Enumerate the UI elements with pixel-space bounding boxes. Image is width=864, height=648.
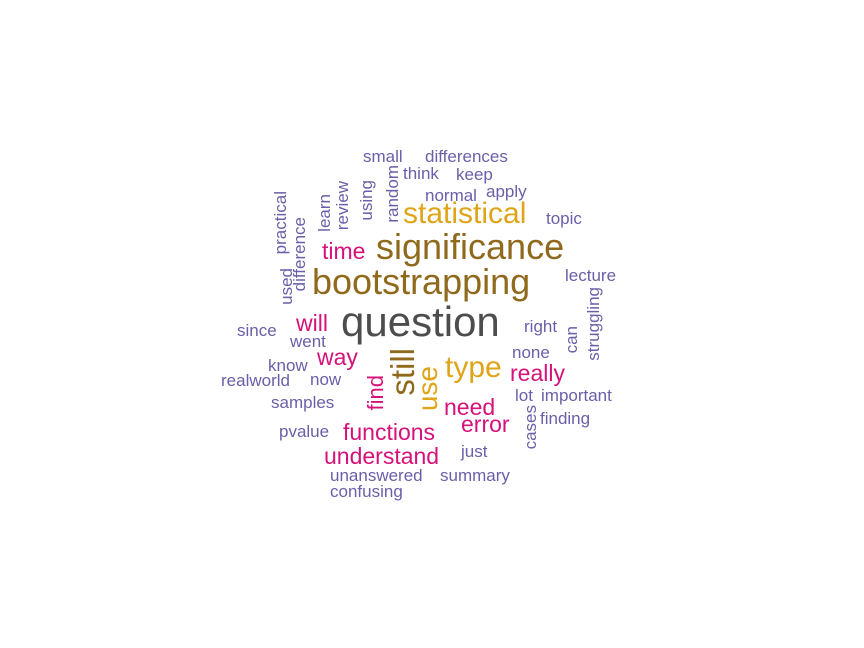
word-learn: learn [315,194,334,232]
word-type: type [445,351,502,384]
word-normal: normal [425,186,477,205]
word-right: right [524,317,558,336]
word-differences: differences [425,147,508,166]
word-statistical: statistical [403,197,527,230]
word-bootstrapping: bootstrapping [312,261,531,302]
word-cases: cases [521,405,540,450]
word-none: none [512,343,550,362]
word-apply: apply [486,182,527,201]
word-review: review [333,181,352,231]
word-confusing: confusing [330,482,403,501]
word-question: question [341,298,500,345]
word-realworld: realworld [221,371,290,390]
word-topic: topic [546,209,582,228]
word-just: just [461,442,488,461]
word-lecture: lecture [565,266,617,285]
word-pvalue: pvalue [279,422,330,441]
word-know: know [268,356,308,375]
word-time: time [322,238,366,264]
word-went: went [290,332,326,351]
word-used: used [277,268,296,305]
word-practical: practical [271,191,290,255]
word-struggling: struggling [584,287,603,361]
word-finding: finding [540,409,591,428]
word-important: important [541,386,612,405]
word-unanswered: unanswered [330,466,423,485]
word-lot: lot [515,386,533,405]
word-think: think [403,164,439,183]
word-samples: samples [271,393,335,412]
word-use: use [412,366,443,412]
word-significance: significance [376,226,565,267]
word-find: find [363,375,388,411]
word-random: random [383,165,402,223]
word-summary: summary [440,466,510,485]
word-can: can [562,326,581,354]
word-really: really [510,360,565,386]
word-will: will [296,310,328,336]
word-understand: understand [324,443,440,469]
word-small: small [363,147,403,166]
word-error: error [461,411,510,437]
word-now: now [310,370,342,389]
word-keep: keep [456,165,493,184]
word-way: way [317,344,358,370]
word-since: since [237,321,277,340]
word-using: using [357,180,376,221]
word-need: need [444,394,496,420]
word-functions: functions [343,419,436,445]
